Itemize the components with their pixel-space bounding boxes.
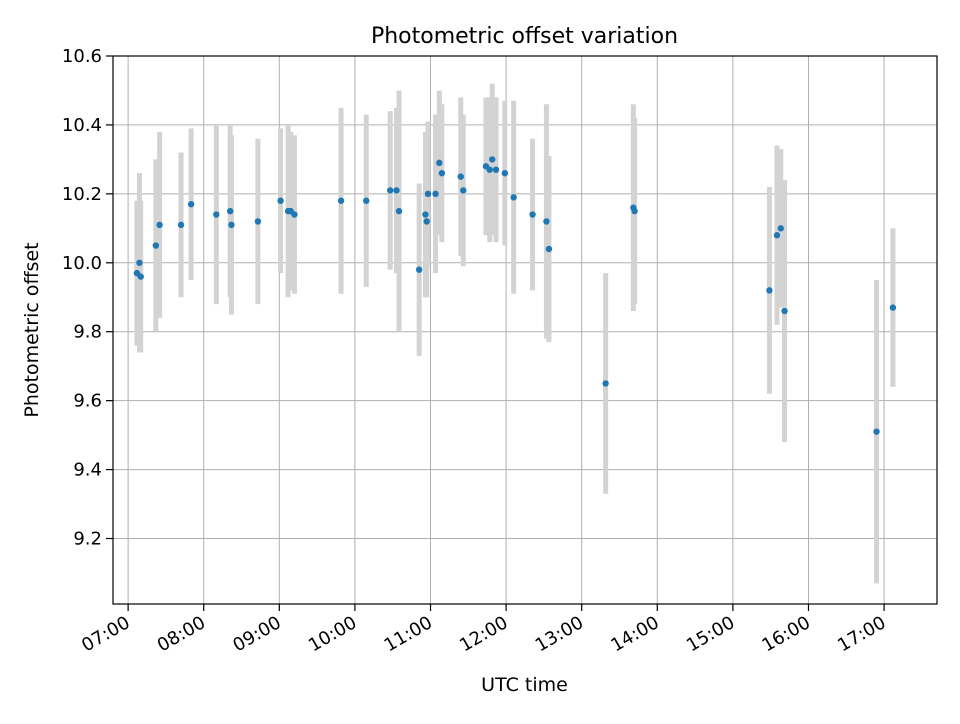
data-point bbox=[156, 221, 163, 229]
data-points bbox=[133, 156, 897, 435]
data-point bbox=[432, 190, 439, 198]
x-axis-label: UTC time bbox=[481, 674, 568, 696]
data-point bbox=[438, 169, 446, 177]
data-point bbox=[460, 187, 467, 194]
data-point bbox=[415, 266, 423, 273]
data-point bbox=[781, 307, 788, 315]
data-point bbox=[213, 211, 220, 218]
y-tick-label: 10.6 bbox=[62, 46, 102, 67]
y-tick-label: 9.4 bbox=[73, 460, 102, 481]
chart-title: Photometric offset variation bbox=[371, 24, 678, 49]
y-tick-label: 9.2 bbox=[73, 529, 102, 550]
data-point bbox=[228, 221, 235, 229]
data-point bbox=[187, 201, 195, 208]
plot-frame bbox=[112, 55, 938, 605]
data-point bbox=[177, 221, 185, 229]
y-tick-label: 9.6 bbox=[73, 391, 102, 412]
y-tick-label: 10.2 bbox=[62, 184, 102, 205]
data-point bbox=[386, 187, 394, 194]
data-point bbox=[510, 194, 517, 201]
data-point bbox=[363, 197, 370, 204]
data-point bbox=[254, 218, 262, 225]
data-point bbox=[501, 169, 509, 177]
data-point bbox=[424, 190, 432, 198]
data-point bbox=[277, 197, 284, 204]
y-tick-label: 10.4 bbox=[62, 115, 102, 136]
data-point bbox=[489, 156, 496, 163]
data-point bbox=[136, 259, 143, 266]
data-point bbox=[291, 211, 298, 218]
data-point bbox=[766, 287, 773, 294]
data-point bbox=[436, 159, 443, 167]
data-point bbox=[393, 187, 400, 194]
data-point bbox=[422, 211, 429, 218]
data-point bbox=[457, 173, 464, 180]
data-point bbox=[492, 166, 500, 173]
data-point bbox=[631, 207, 638, 215]
data-point bbox=[889, 304, 897, 311]
data-point bbox=[152, 242, 160, 249]
y-tick-label: 10.0 bbox=[62, 253, 102, 274]
data-point bbox=[226, 207, 234, 215]
y-tick-label: 9.8 bbox=[73, 322, 102, 343]
data-point bbox=[137, 273, 144, 280]
data-point bbox=[543, 218, 550, 225]
data-point bbox=[602, 380, 609, 387]
data-point bbox=[423, 218, 430, 225]
y-axis-ticks: 9.2 9.4 9.6 9.8 10.0 10.2 10.4 10.6 bbox=[62, 46, 113, 550]
data-point bbox=[545, 245, 553, 253]
data-point bbox=[773, 232, 781, 239]
data-point bbox=[395, 207, 403, 215]
data-point bbox=[529, 211, 536, 218]
y-axis-label: Photometric offset bbox=[21, 242, 43, 417]
data-point bbox=[873, 428, 880, 435]
data-point bbox=[486, 166, 493, 173]
data-point bbox=[777, 225, 784, 232]
data-point bbox=[337, 197, 345, 204]
